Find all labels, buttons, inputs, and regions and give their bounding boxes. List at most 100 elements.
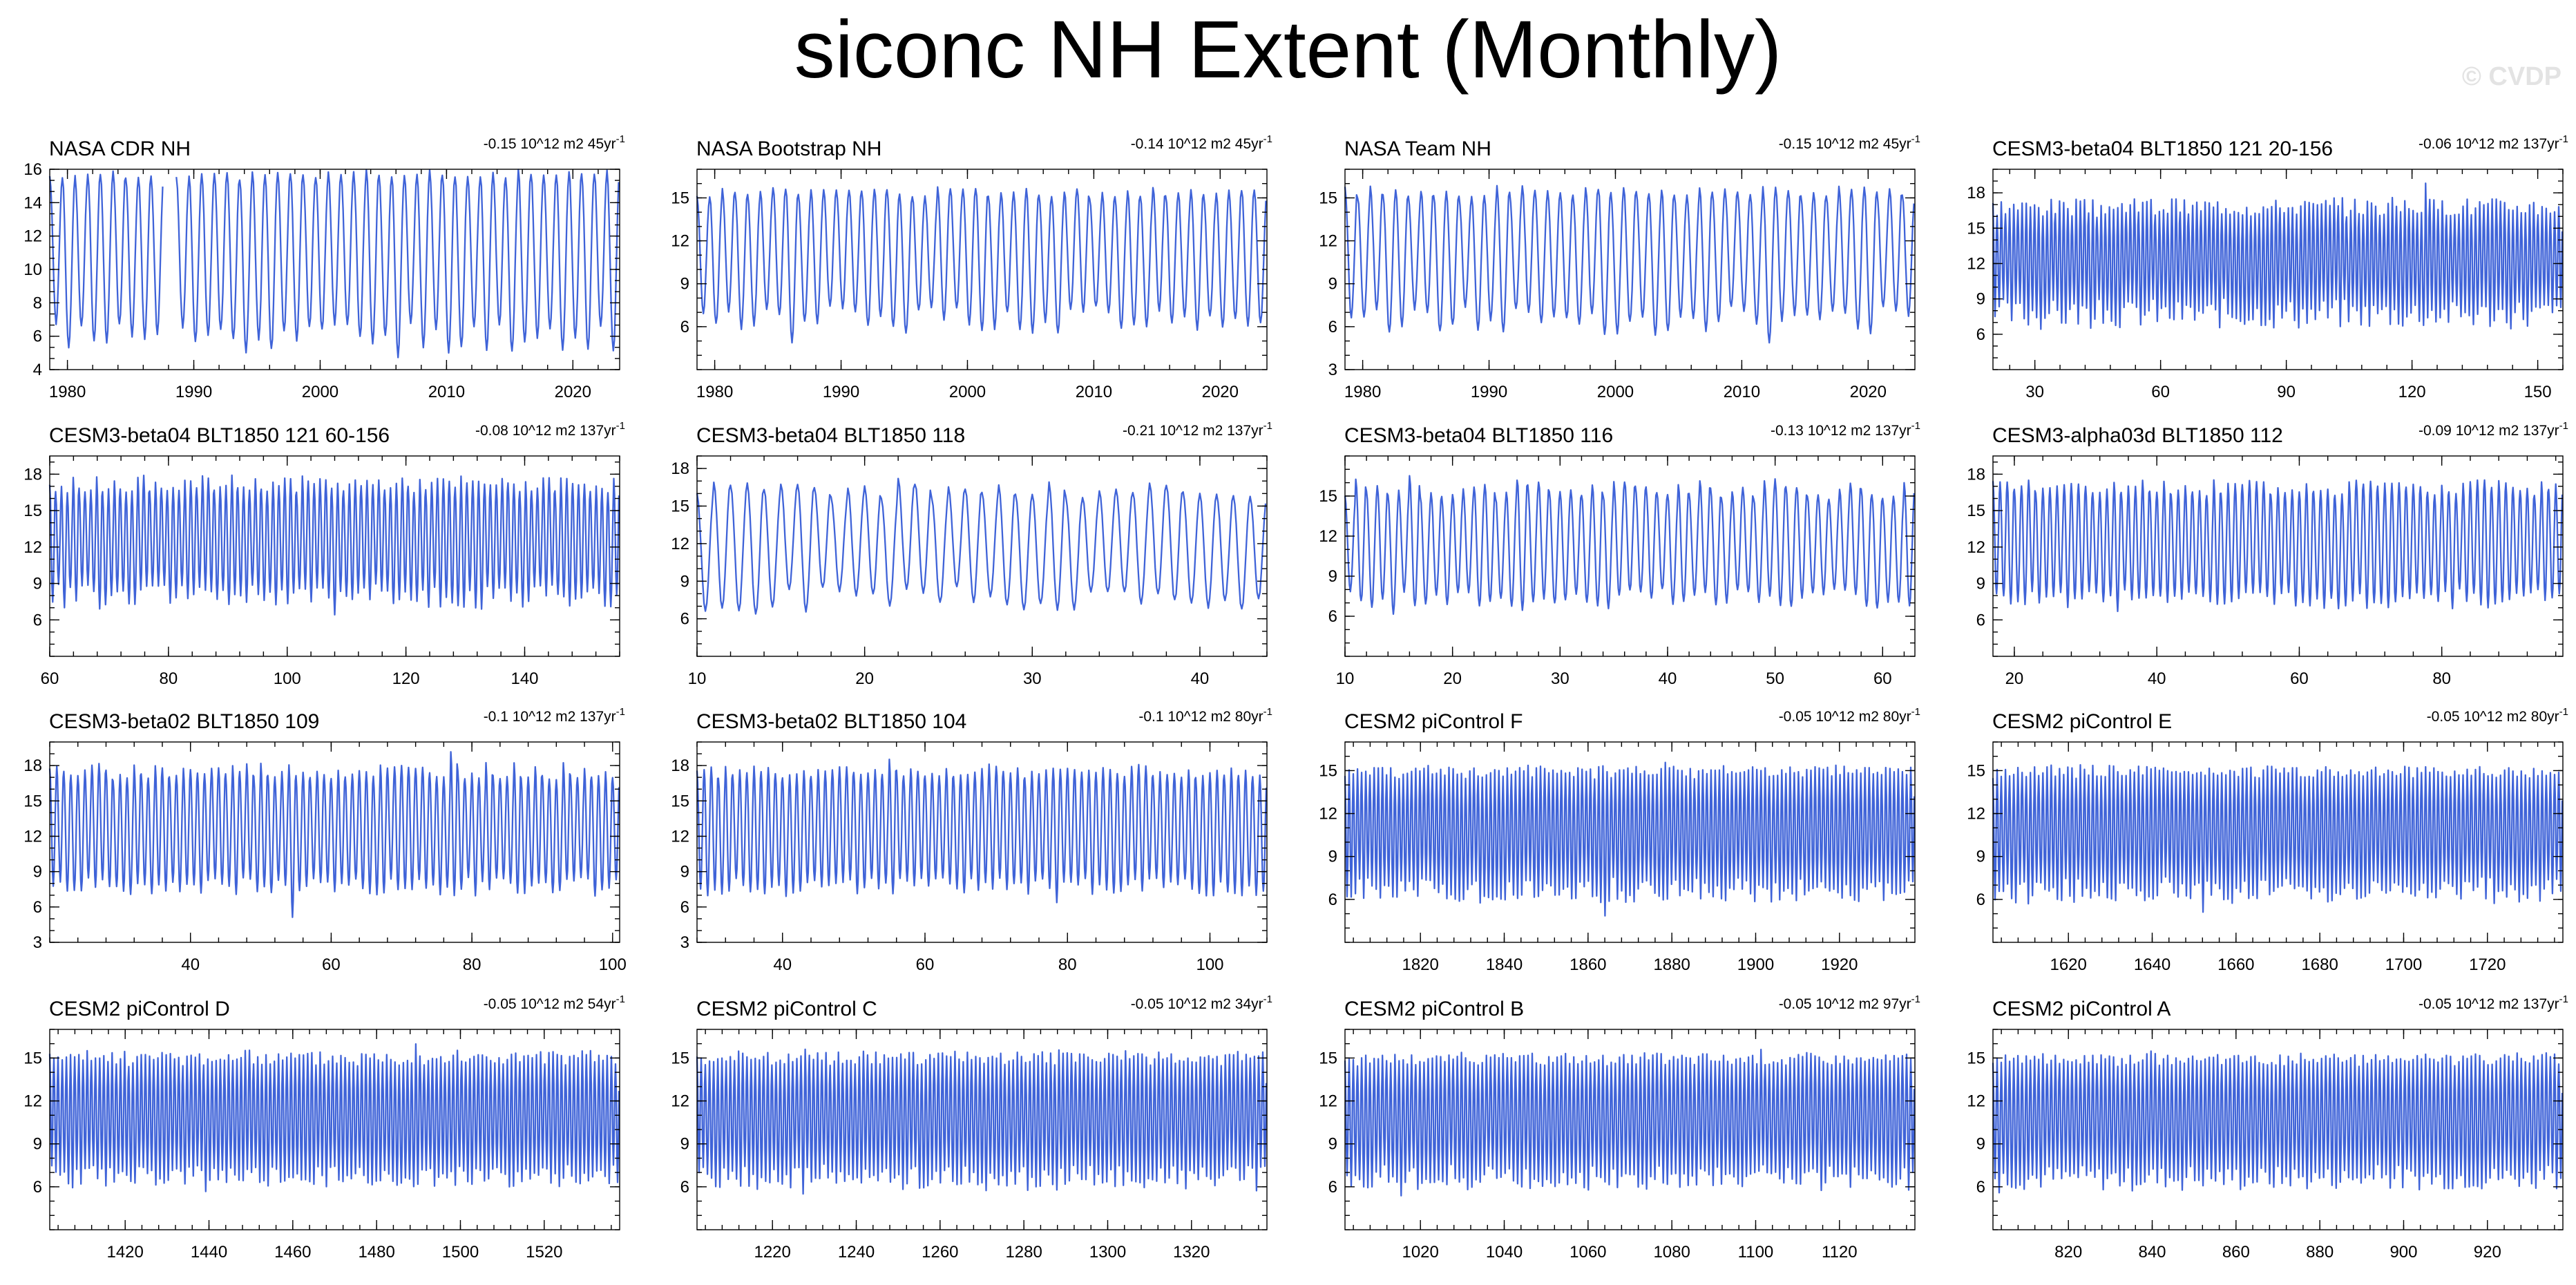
panel-5: CESM3-beta04 BLT1850 121 60-156 -0.08 10^… bbox=[23, 420, 625, 688]
panel-title: CESM3-beta04 BLT1850 118 bbox=[696, 424, 965, 447]
axes-frame bbox=[1344, 455, 1916, 657]
x-tick-label: 1860 bbox=[1570, 955, 1606, 974]
y-tick-label: 15 bbox=[23, 792, 42, 810]
y-tick-label: 9 bbox=[1976, 290, 1985, 309]
y-tick-label: 15 bbox=[671, 497, 689, 516]
x-tick-label: 20 bbox=[2005, 669, 2024, 688]
series-line bbox=[48, 1043, 620, 1192]
x-tick-label: 10 bbox=[688, 669, 707, 688]
x-tick-label: 1320 bbox=[1173, 1243, 1210, 1262]
y-tick-label: 6 bbox=[1976, 325, 1985, 344]
x-tick-label: 150 bbox=[2524, 383, 2552, 401]
y-tick-label: 15 bbox=[1967, 1049, 1985, 1067]
panel-12: CESM2 piControl E -0.05 10^12 m2 80yr-1 6 9… bbox=[1967, 706, 2568, 974]
trend-label: -0.05 10^12 m2 80yr-1 bbox=[2427, 706, 2568, 725]
y-tick-label: 12 bbox=[1967, 254, 1985, 273]
y-tick-label: 3 bbox=[33, 933, 42, 952]
x-tick-label: 2010 bbox=[1076, 383, 1112, 401]
y-tick-label: 15 bbox=[1967, 761, 1985, 780]
y-tick-label: 9 bbox=[1976, 1135, 1985, 1154]
y-tick-label: 6 bbox=[33, 611, 42, 629]
panel-title: CESM3-beta02 BLT1850 109 bbox=[49, 710, 319, 733]
panel-9: CESM3-beta02 BLT1850 109 -0.1 10^12 m2 13… bbox=[23, 706, 627, 974]
x-tick-label: 60 bbox=[322, 955, 341, 974]
axes-frame bbox=[49, 741, 620, 943]
y-tick-label: 9 bbox=[33, 1135, 42, 1154]
y-tick-label: 6 bbox=[680, 1178, 689, 1197]
x-tick-label: 2020 bbox=[1202, 383, 1239, 401]
x-tick-label: 120 bbox=[392, 669, 420, 688]
y-tick-label: 15 bbox=[1967, 219, 1985, 238]
series-line bbox=[696, 477, 1267, 615]
cvdp-watermark: © CVDP bbox=[2461, 62, 2561, 91]
trend-label: -0.1 10^12 m2 137yr-1 bbox=[484, 706, 625, 725]
panel-1: NASA CDR NH -0.15 10^12 m2 45yr-1 4 6 8 10 12 1… bbox=[23, 133, 625, 401]
y-tick-label: 12 bbox=[1967, 538, 1985, 557]
y-tick-label: 8 bbox=[33, 294, 42, 312]
axes-frame bbox=[696, 455, 1268, 657]
y-tick-label: 15 bbox=[671, 1049, 689, 1067]
x-tick-label: 2020 bbox=[1850, 383, 1887, 401]
y-tick-label: 6 bbox=[680, 898, 689, 917]
y-tick-label: 12 bbox=[23, 538, 42, 557]
panel-3: NASA Team NH -0.15 10^12 m2 45yr-1 3 6 9 12 15… bbox=[1319, 133, 1920, 401]
y-tick-label: 16 bbox=[23, 160, 42, 179]
x-tick-label: 40 bbox=[773, 955, 792, 974]
trend-label: -0.05 10^12 m2 34yr-1 bbox=[1131, 993, 1272, 1012]
x-tick-label: 10 bbox=[1336, 669, 1355, 688]
x-tick-label: 1990 bbox=[1471, 383, 1507, 401]
y-tick-label: 15 bbox=[671, 792, 689, 810]
y-tick-label: 15 bbox=[1319, 1049, 1337, 1067]
y-tick-label: 9 bbox=[1328, 1135, 1337, 1154]
panel-title: CESM3-beta04 BLT1850 121 60-156 bbox=[49, 424, 390, 447]
series-line bbox=[1992, 182, 2564, 330]
panel-title: CESM2 piControl B bbox=[1344, 998, 1524, 1020]
y-tick-label: 15 bbox=[1319, 189, 1337, 207]
series-line bbox=[48, 169, 620, 359]
y-tick-label: 15 bbox=[1967, 502, 1985, 520]
y-tick-label: 12 bbox=[1967, 805, 1985, 824]
x-tick-label: 1900 bbox=[1737, 955, 1774, 974]
x-tick-label: 80 bbox=[160, 669, 178, 688]
y-tick-label: 18 bbox=[671, 756, 689, 775]
y-tick-label: 3 bbox=[680, 933, 689, 952]
x-tick-label: 80 bbox=[1058, 955, 1077, 974]
y-tick-label: 4 bbox=[33, 361, 42, 379]
x-tick-label: 1700 bbox=[2385, 955, 2422, 974]
y-tick-label: 9 bbox=[33, 863, 42, 882]
y-tick-label: 6 bbox=[33, 1178, 42, 1197]
x-tick-label: 1440 bbox=[191, 1243, 227, 1262]
y-tick-label: 18 bbox=[23, 756, 42, 775]
y-tick-label: 6 bbox=[1328, 318, 1337, 336]
y-tick-label: 18 bbox=[1967, 184, 1985, 202]
y-tick-label: 12 bbox=[23, 1092, 42, 1111]
x-tick-label: 1880 bbox=[1653, 955, 1690, 974]
x-tick-label: 100 bbox=[599, 955, 627, 974]
x-tick-label: 1980 bbox=[1344, 383, 1381, 401]
y-tick-label: 6 bbox=[33, 898, 42, 917]
panel-11: CESM2 piControl F -0.05 10^12 m2 80yr-1 6 9… bbox=[1319, 706, 1920, 974]
y-tick-label: 9 bbox=[1976, 848, 1985, 866]
panel-16: CESM2 piControl A -0.05 10^12 m2 137yr-1 6… bbox=[1967, 993, 2568, 1262]
y-tick-label: 12 bbox=[1319, 527, 1337, 546]
panel-title: CESM3-beta02 BLT1850 104 bbox=[696, 710, 966, 733]
panel-7: CESM3-beta04 BLT1850 116 -0.13 10^12 m2 1… bbox=[1319, 420, 1920, 688]
x-tick-label: 100 bbox=[274, 669, 301, 688]
x-tick-label: 1020 bbox=[1402, 1243, 1438, 1262]
x-tick-label: 20 bbox=[1443, 669, 1462, 688]
panel-title: CESM3-beta04 BLT1850 121 20-156 bbox=[1992, 137, 2333, 160]
trend-label: -0.05 10^12 m2 97yr-1 bbox=[1779, 993, 1920, 1012]
y-tick-label: 6 bbox=[1976, 611, 1985, 629]
y-tick-label: 12 bbox=[671, 827, 689, 846]
panel-14: CESM2 piControl C -0.05 10^12 m2 34yr-1 6 9… bbox=[671, 993, 1272, 1262]
x-tick-label: 1060 bbox=[1570, 1243, 1606, 1262]
trend-label: -0.1 10^12 m2 80yr-1 bbox=[1138, 706, 1272, 725]
x-tick-label: 1720 bbox=[2469, 955, 2506, 974]
series-line bbox=[696, 758, 1268, 904]
trend-label: -0.08 10^12 m2 137yr-1 bbox=[475, 420, 625, 439]
x-tick-label: 40 bbox=[1659, 669, 1677, 688]
panel-2: NASA Bootstrap NH -0.14 10^12 m2 45yr-1 6 9… bbox=[671, 133, 1272, 401]
axes-frame bbox=[49, 455, 620, 657]
y-tick-label: 18 bbox=[1967, 465, 1985, 484]
